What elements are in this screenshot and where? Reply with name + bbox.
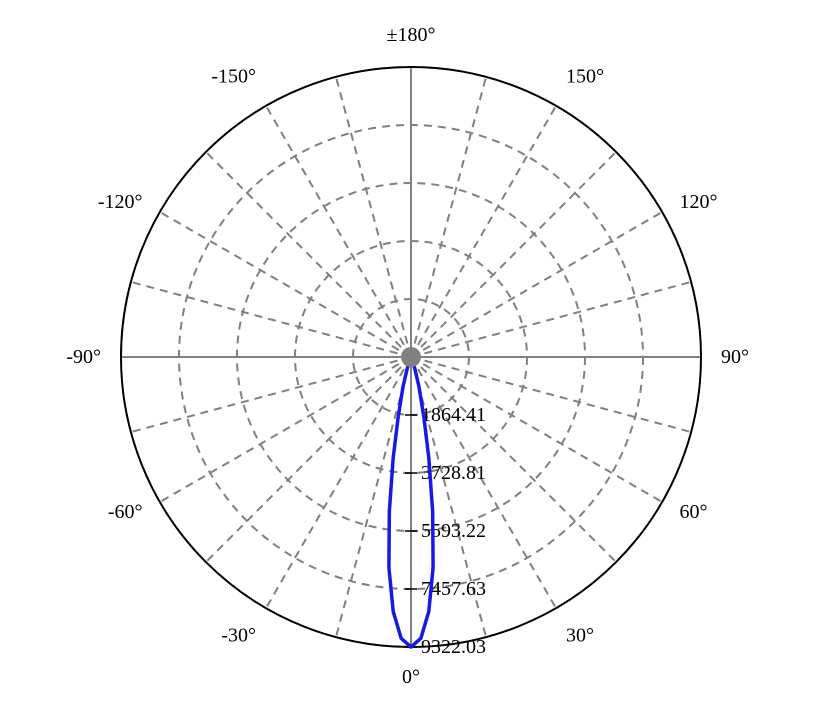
radial-value-label: 9322.03 xyxy=(421,636,486,658)
angular-spoke xyxy=(131,357,411,432)
angular-spoke xyxy=(411,212,662,357)
angular-spoke xyxy=(160,357,411,502)
angle-label: 30° xyxy=(566,624,594,646)
angle-label: 120° xyxy=(679,191,717,213)
polar-chart-container: 1864.413728.815593.227457.639322.030°30°… xyxy=(0,0,823,715)
angular-spoke xyxy=(411,152,616,357)
angle-label: 150° xyxy=(566,66,604,88)
angular-spoke xyxy=(131,282,411,357)
angular-spoke xyxy=(411,282,691,357)
angle-label: -120° xyxy=(98,191,143,213)
radial-value-label: 5593.22 xyxy=(421,520,486,542)
angular-spoke xyxy=(411,106,556,357)
angle-label: 90° xyxy=(721,346,749,368)
angle-label: 0° xyxy=(402,666,420,688)
angle-label: -60° xyxy=(108,501,143,523)
angular-spoke xyxy=(206,357,411,562)
angular-spoke xyxy=(336,77,411,357)
angular-spoke xyxy=(411,77,486,357)
angle-label: ±180° xyxy=(387,24,436,46)
angle-label: -150° xyxy=(211,66,256,88)
angle-label: -90° xyxy=(66,346,101,368)
center-dot xyxy=(401,347,421,367)
angle-label: 60° xyxy=(679,501,707,523)
angular-spoke xyxy=(206,152,411,357)
radial-value-label: 1864.41 xyxy=(421,404,486,426)
polar-chart-svg: 1864.413728.815593.227457.639322.030°30°… xyxy=(0,0,823,715)
angular-spoke xyxy=(160,212,411,357)
angle-label: -30° xyxy=(221,624,256,646)
angular-spoke xyxy=(266,106,411,357)
